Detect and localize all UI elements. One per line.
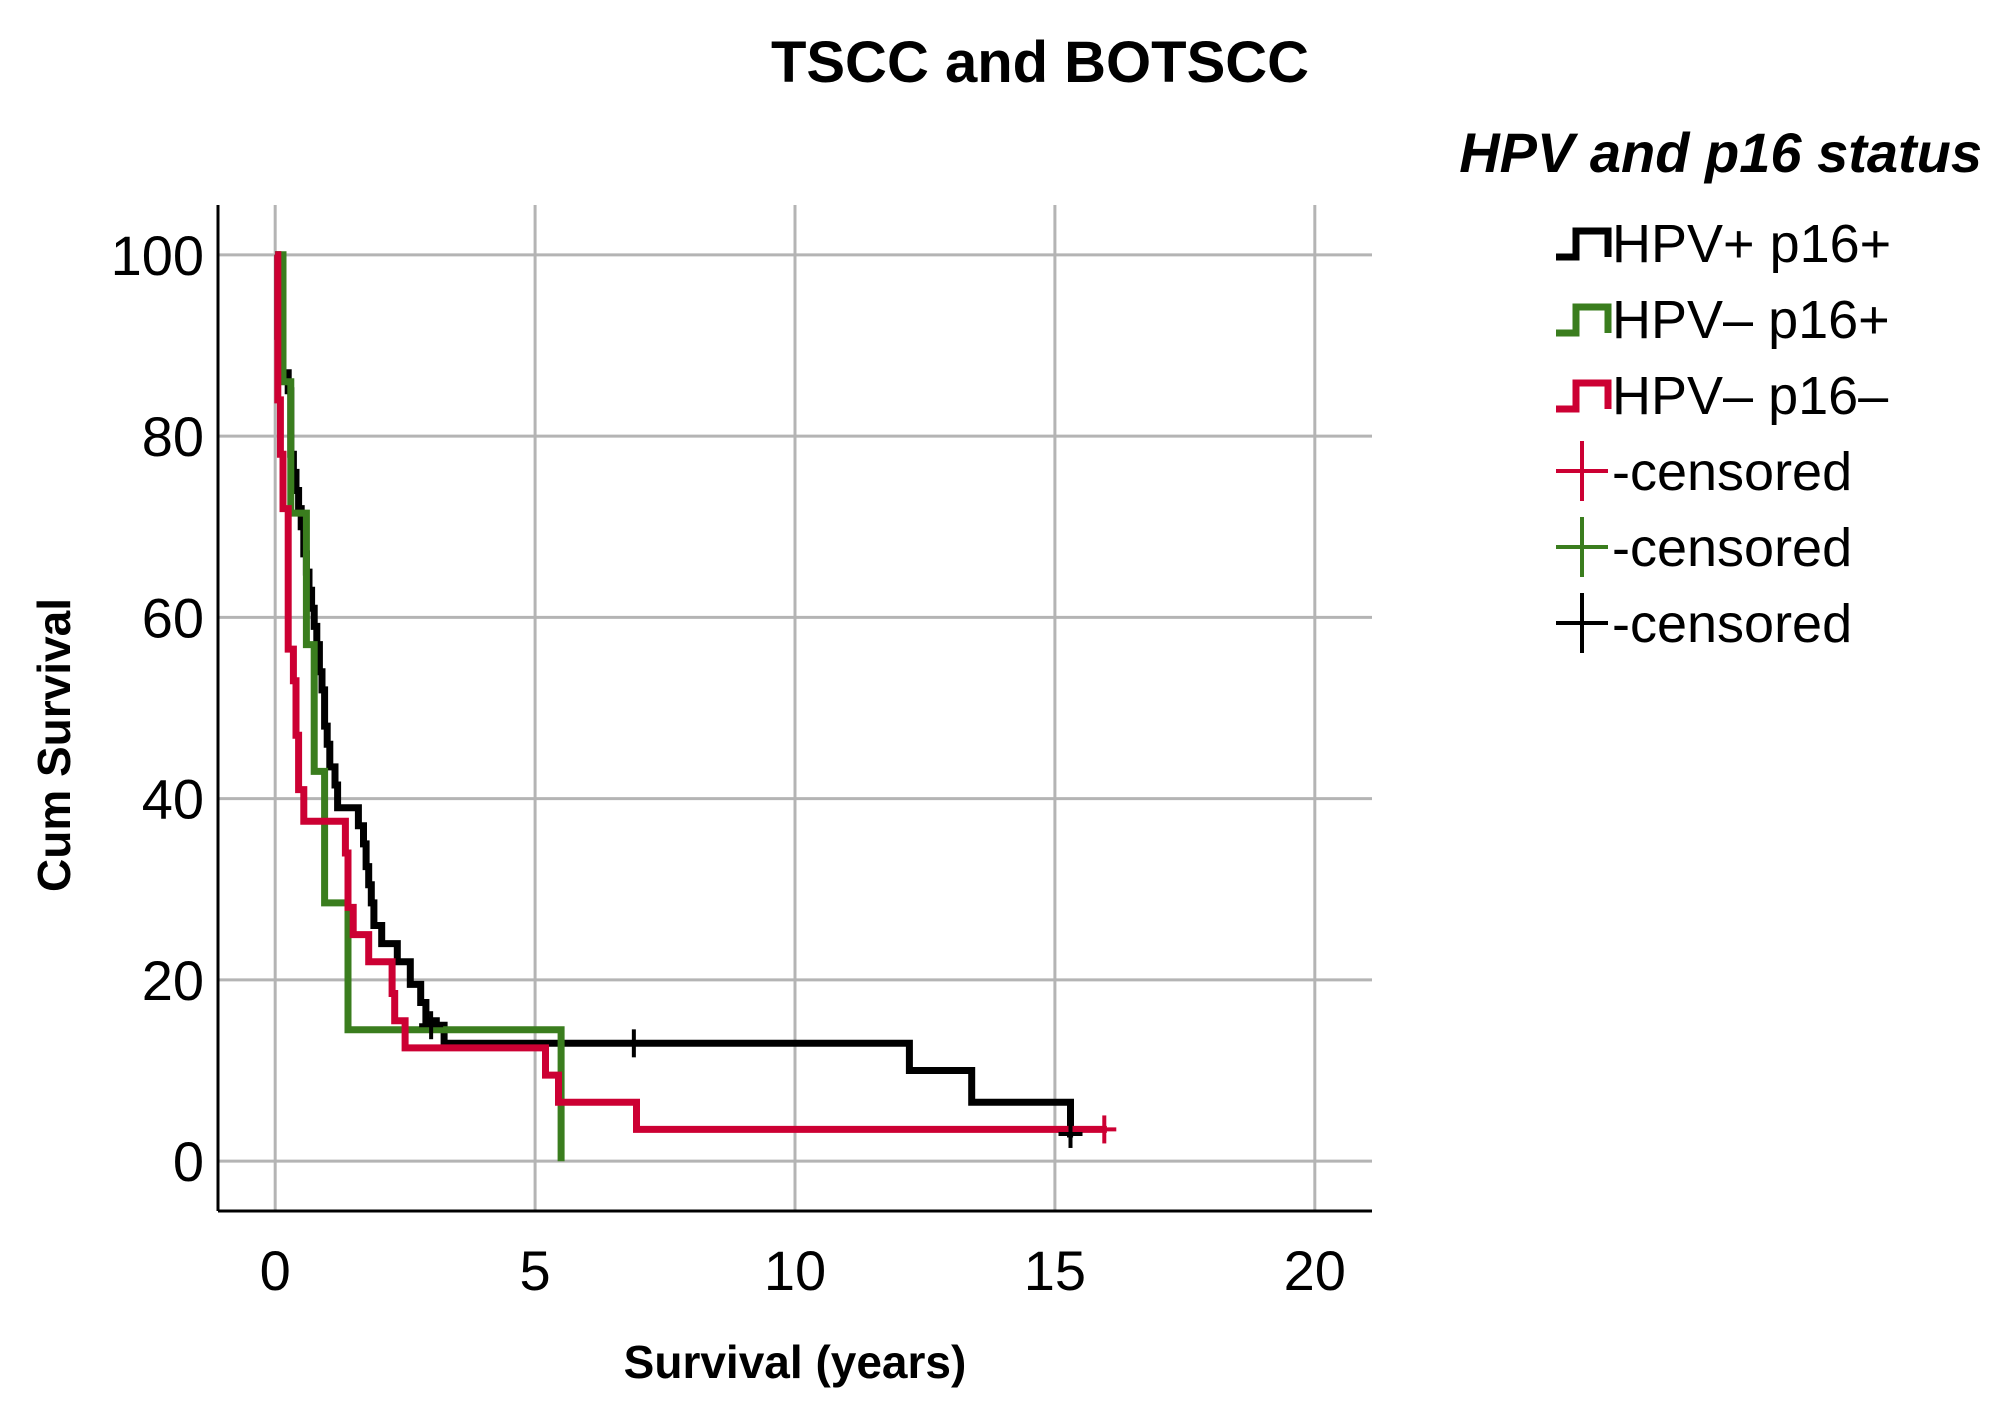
y-tick-label-4: 80	[142, 405, 204, 468]
censor-mark-hpvpos-p16pos-1	[621, 1029, 646, 1058]
y-tick-label-3: 60	[142, 586, 204, 649]
grid-lines	[218, 205, 1372, 1211]
legend-entry-2: HPV– p16–	[1556, 366, 1888, 426]
legend-label-3: -censored	[1612, 442, 1852, 502]
y-tick-label-0: 0	[173, 1130, 204, 1193]
legend-entry-0: HPV+ p16+	[1556, 214, 1891, 274]
x-tick-label-3: 15	[1024, 1239, 1086, 1302]
y-tick-label-2: 40	[142, 768, 204, 831]
x-tick-label-4: 20	[1284, 1239, 1346, 1302]
legend-swatch-1	[1556, 303, 1612, 337]
censor-mark-hpvneg-p16neg-0	[1092, 1115, 1117, 1144]
censor-marks	[419, 1011, 1117, 1148]
legend-title: HPV and p16 status	[1459, 121, 1982, 184]
y-tick-label-5: 100	[111, 224, 204, 287]
curve-hpvpos-p16pos	[274, 251, 1074, 1138]
censor-mark-hpvpos-p16pos-0	[419, 1011, 444, 1040]
legend: HPV and p16 status HPV+ p16+ HPV– p16+ HPV…	[1459, 121, 1982, 654]
legend-entry-1: HPV– p16+	[1556, 290, 1890, 350]
x-axis-title: Survival (years)	[624, 1336, 967, 1388]
censor-mark-hpvpos-p16pos-2	[1058, 1119, 1083, 1148]
legend-swatch-5	[1556, 593, 1608, 653]
legend-entry-5: -censored	[1556, 593, 1852, 654]
x-tick-label-2: 10	[764, 1239, 826, 1302]
tick-labels: 0 5 10 15 20 0 20 40 60 80 100	[111, 224, 1346, 1302]
legend-swatch-4	[1556, 517, 1608, 577]
legend-entry-3: -censored	[1556, 441, 1852, 502]
chart-title: TSCC and BOTSCC	[771, 30, 1309, 95]
legend-swatch-2	[1556, 379, 1612, 413]
axes	[216, 205, 1372, 1213]
legend-label-1: HPV– p16+	[1612, 290, 1890, 350]
legend-swatch-0	[1556, 227, 1612, 261]
survival-curves	[274, 251, 1107, 1162]
y-axis-title: Cum Survival	[28, 598, 80, 892]
curve-hpvneg-p16neg	[274, 251, 1107, 1133]
legend-entry-4: -censored	[1556, 517, 1852, 578]
x-tick-label-1: 5	[520, 1239, 551, 1302]
y-tick-label-1: 20	[142, 949, 204, 1012]
legend-label-4: -censored	[1612, 518, 1852, 578]
legend-label-2: HPV– p16–	[1612, 366, 1888, 426]
curve-hpvneg-p16pos	[275, 251, 565, 1162]
legend-label-0: HPV+ p16+	[1612, 214, 1891, 274]
x-tick-label-0: 0	[260, 1239, 291, 1302]
legend-swatch-3	[1556, 441, 1608, 501]
legend-label-5: -censored	[1612, 594, 1852, 654]
